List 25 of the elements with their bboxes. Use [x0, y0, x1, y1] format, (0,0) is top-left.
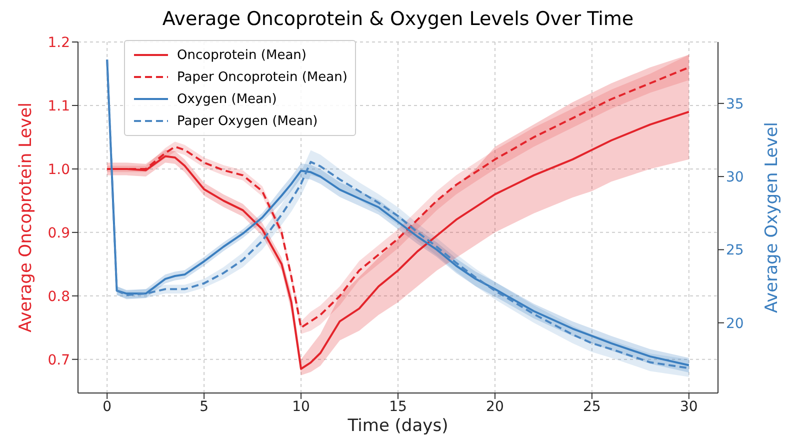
y-tick-label: 0.8 [48, 288, 70, 305]
y2-axis-title: Average Oxygen Level [762, 122, 782, 314]
y2-tick-label: 20 [726, 316, 744, 332]
x-axis-title: Time (days) [346, 416, 448, 436]
legend-label: Oxygen (Mean) [177, 92, 277, 106]
legend-label: Paper Oncoprotein (Mean) [177, 70, 348, 84]
x-tick-label: 5 [200, 398, 209, 415]
y-tick-label: 1.2 [48, 34, 70, 51]
x-tick-label: 25 [583, 398, 601, 415]
y-tick-label: 0.9 [48, 225, 70, 242]
y-tick-label: 0.7 [48, 352, 70, 368]
chart-title: Average Oncoprotein & Oxygen Levels Over Time [161, 8, 635, 32]
legend-label: Oncoprotein (Mean) [177, 48, 306, 62]
x-tick-label: 10 [292, 398, 310, 415]
legend-label: Paper Oxygen (Mean) [177, 114, 318, 128]
y-axis-title: Average Oncoprotein Level [16, 102, 36, 332]
y2-tick-label: 35 [726, 96, 744, 112]
y2-tick-label: 25 [726, 242, 744, 259]
x-tick-label: 30 [680, 398, 698, 415]
x-tick-label: 20 [486, 398, 504, 415]
y-tick-label: 1.0 [48, 162, 70, 178]
y2-tick-label: 30 [726, 170, 744, 186]
y-tick-label: 1.1 [48, 98, 70, 114]
x-tick-label: 0 [102, 398, 112, 415]
x-tick-label: 15 [389, 398, 407, 415]
